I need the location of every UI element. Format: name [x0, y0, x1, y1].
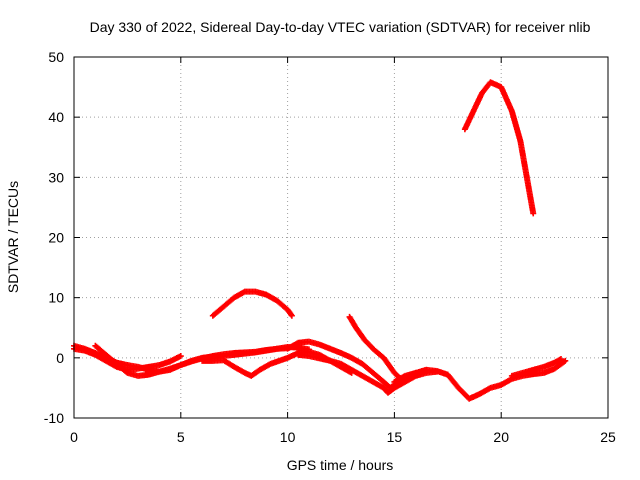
- series-arc-9: [209, 288, 295, 319]
- data-point: [396, 374, 403, 381]
- axis-ticks: 0 5 10 15 20 25 -10 0 10 20 30 40 50: [44, 49, 616, 445]
- series-arc-11: [461, 79, 537, 217]
- series-arc-7: [391, 357, 569, 402]
- y-axis-label: SDTVAR / TECUs: [5, 181, 21, 293]
- grid: [74, 57, 608, 418]
- chart-title: Day 330 of 2022, Sidereal Day-to-day VTE…: [90, 19, 591, 35]
- x-tick-label: 0: [70, 429, 78, 445]
- y-tick-label: 20: [48, 230, 64, 246]
- y-tick-label: 0: [56, 350, 64, 366]
- x-tick-label: 5: [177, 429, 185, 445]
- series-arc-3: [92, 342, 291, 379]
- x-tick-label: 10: [280, 429, 296, 445]
- y-tick-label: 30: [48, 169, 64, 185]
- data-point: [177, 353, 184, 360]
- y-tick-label: 10: [48, 290, 64, 306]
- data-series: [71, 79, 569, 402]
- y-tick-label: 50: [48, 49, 64, 65]
- x-tick-label: 15: [387, 429, 403, 445]
- data-point: [397, 375, 404, 382]
- x-tick-label: 20: [493, 429, 509, 445]
- x-axis-label: GPS time / hours: [287, 457, 394, 473]
- data-point: [562, 357, 569, 364]
- data-point: [530, 210, 537, 217]
- series-arc-10: [346, 313, 404, 382]
- data-point: [558, 356, 565, 363]
- data-point: [288, 312, 295, 319]
- x-tick-label: 25: [600, 429, 616, 445]
- y-tick-label: -10: [44, 410, 64, 426]
- y-tick-label: 40: [48, 109, 64, 125]
- data-point: [561, 358, 568, 365]
- series-arc-8: [508, 356, 565, 379]
